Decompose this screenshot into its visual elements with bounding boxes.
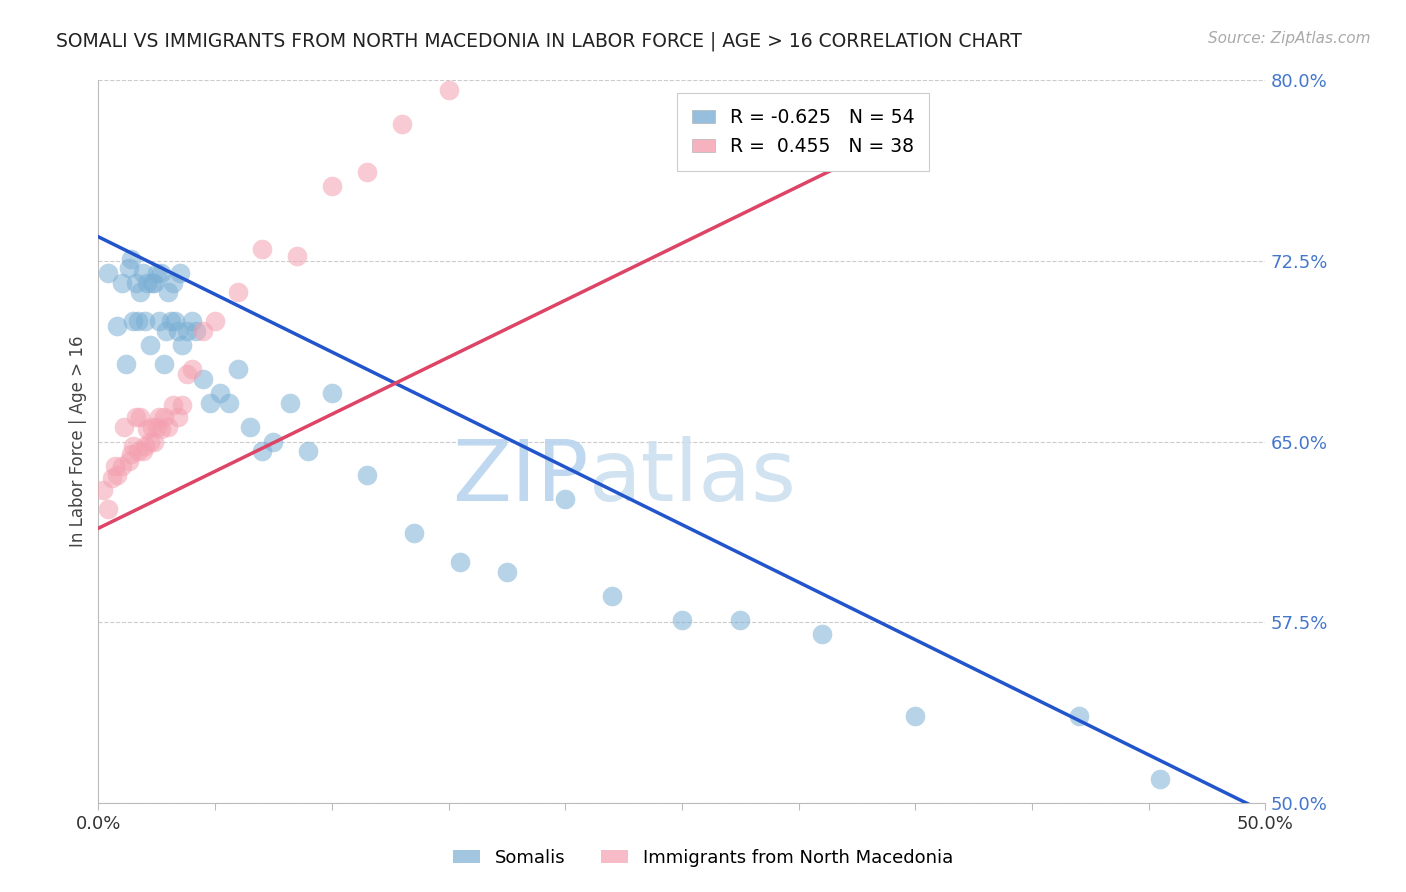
- Point: [101, 470, 124, 484]
- Point: [146, 266, 169, 280]
- Point: [208, 386, 231, 401]
- Point: [118, 261, 141, 276]
- Point: [134, 314, 156, 328]
- Point: [437, 83, 460, 97]
- Point: [136, 422, 159, 436]
- Point: [150, 422, 173, 436]
- Point: [554, 492, 576, 507]
- Point: [180, 314, 202, 328]
- Point: [1149, 772, 1171, 786]
- Point: [134, 439, 156, 453]
- Point: [228, 285, 250, 300]
- Point: [297, 444, 319, 458]
- Point: [120, 446, 142, 460]
- Point: [97, 266, 120, 280]
- Point: [122, 314, 145, 328]
- Point: [105, 468, 128, 483]
- Point: [200, 396, 222, 410]
- Text: Source: ZipAtlas.com: Source: ZipAtlas.com: [1208, 31, 1371, 46]
- Legend: R = -0.625   N = 54, R =  0.455   N = 38: R = -0.625 N = 54, R = 0.455 N = 38: [678, 94, 929, 170]
- Point: [105, 318, 128, 333]
- Point: [356, 468, 378, 483]
- Point: [496, 565, 519, 579]
- Point: [262, 434, 284, 449]
- Point: [218, 396, 240, 410]
- Point: [120, 252, 142, 266]
- Point: [172, 338, 194, 352]
- Point: [172, 398, 194, 412]
- Point: [104, 458, 127, 473]
- Point: [904, 709, 927, 723]
- Point: [449, 555, 471, 569]
- Point: [148, 410, 170, 425]
- Point: [239, 420, 262, 434]
- Text: ZIP: ZIP: [453, 436, 589, 519]
- Point: [811, 627, 834, 641]
- Point: [278, 396, 301, 410]
- Point: [321, 386, 343, 401]
- Point: [152, 358, 174, 372]
- Point: [180, 362, 202, 376]
- Point: [111, 458, 134, 473]
- Point: [141, 420, 163, 434]
- Point: [132, 266, 155, 280]
- Point: [112, 420, 135, 434]
- Point: [285, 249, 308, 263]
- Point: [139, 338, 162, 352]
- Point: [127, 444, 149, 458]
- Point: [321, 179, 343, 194]
- Point: [193, 372, 215, 386]
- Point: [402, 526, 425, 541]
- Point: [228, 362, 250, 376]
- Point: [143, 434, 166, 449]
- Point: [391, 117, 413, 131]
- Point: [730, 613, 752, 627]
- Point: [125, 276, 148, 290]
- Point: [146, 420, 169, 434]
- Point: [250, 242, 273, 256]
- Point: [129, 410, 152, 425]
- Point: [186, 324, 208, 338]
- Point: [176, 324, 198, 338]
- Point: [91, 483, 114, 497]
- Point: [139, 434, 162, 449]
- Point: [157, 420, 180, 434]
- Point: [132, 444, 155, 458]
- Point: [166, 324, 188, 338]
- Point: [148, 314, 170, 328]
- Legend: Somalis, Immigrants from North Macedonia: Somalis, Immigrants from North Macedonia: [446, 842, 960, 874]
- Point: [162, 276, 184, 290]
- Point: [165, 314, 187, 328]
- Point: [600, 589, 623, 603]
- Point: [136, 276, 159, 290]
- Point: [141, 276, 163, 290]
- Point: [115, 358, 138, 372]
- Point: [127, 314, 149, 328]
- Point: [155, 324, 177, 338]
- Point: [159, 314, 181, 328]
- Point: [111, 276, 134, 290]
- Point: [152, 410, 174, 425]
- Point: [166, 410, 188, 425]
- Point: [97, 502, 120, 516]
- Point: [671, 613, 693, 627]
- Point: [169, 266, 191, 280]
- Text: SOMALI VS IMMIGRANTS FROM NORTH MACEDONIA IN LABOR FORCE | AGE > 16 CORRELATION : SOMALI VS IMMIGRANTS FROM NORTH MACEDONI…: [56, 31, 1022, 51]
- Y-axis label: In Labor Force | Age > 16: In Labor Force | Age > 16: [69, 335, 87, 548]
- Point: [162, 398, 184, 412]
- Point: [125, 410, 148, 425]
- Point: [250, 444, 273, 458]
- Point: [1067, 709, 1090, 723]
- Point: [356, 165, 378, 179]
- Point: [193, 324, 215, 338]
- Point: [176, 367, 198, 381]
- Point: [204, 314, 226, 328]
- Point: [157, 285, 180, 300]
- Text: atlas: atlas: [589, 436, 797, 519]
- Point: [129, 285, 152, 300]
- Point: [122, 439, 145, 453]
- Point: [150, 266, 173, 280]
- Point: [143, 276, 166, 290]
- Point: [118, 454, 141, 468]
